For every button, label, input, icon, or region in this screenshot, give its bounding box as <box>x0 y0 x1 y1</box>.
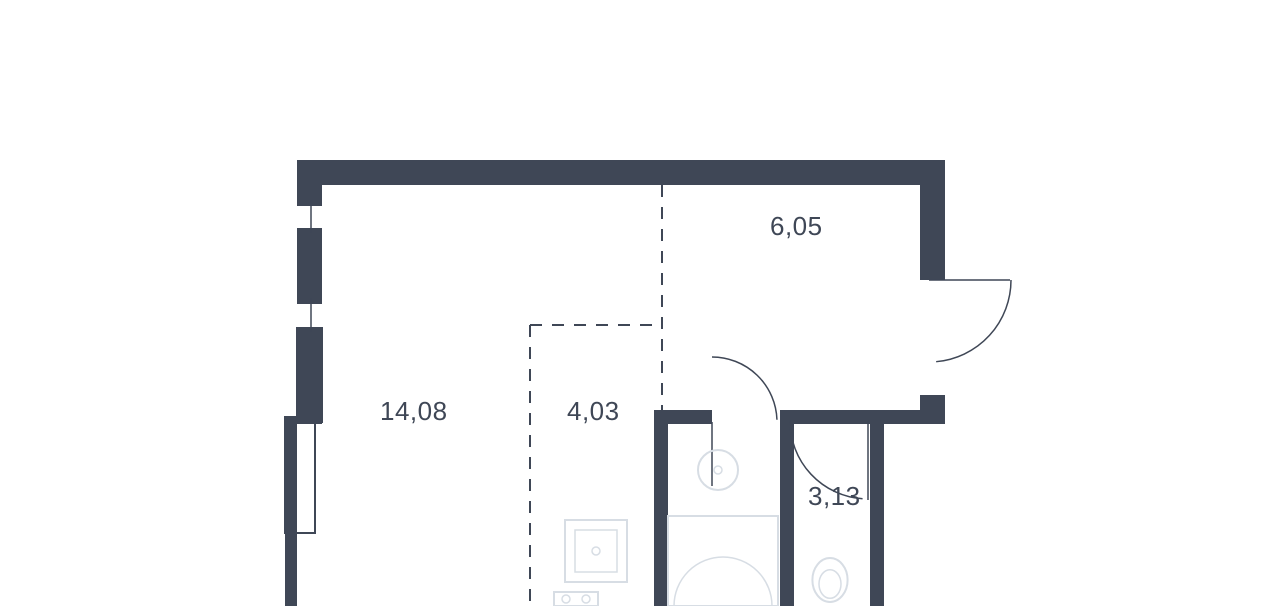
label-bath: 3,13 <box>808 481 861 511</box>
fixtures <box>554 450 848 606</box>
label-hall: 6,05 <box>770 211 823 241</box>
floor-plan: 14,08 4,03 6,05 3,13 <box>0 0 1280 606</box>
door-arcs <box>712 280 1011 499</box>
walls-layer <box>285 160 945 606</box>
label-kitchen: 4,03 <box>567 396 620 426</box>
label-living: 14,08 <box>380 396 448 426</box>
